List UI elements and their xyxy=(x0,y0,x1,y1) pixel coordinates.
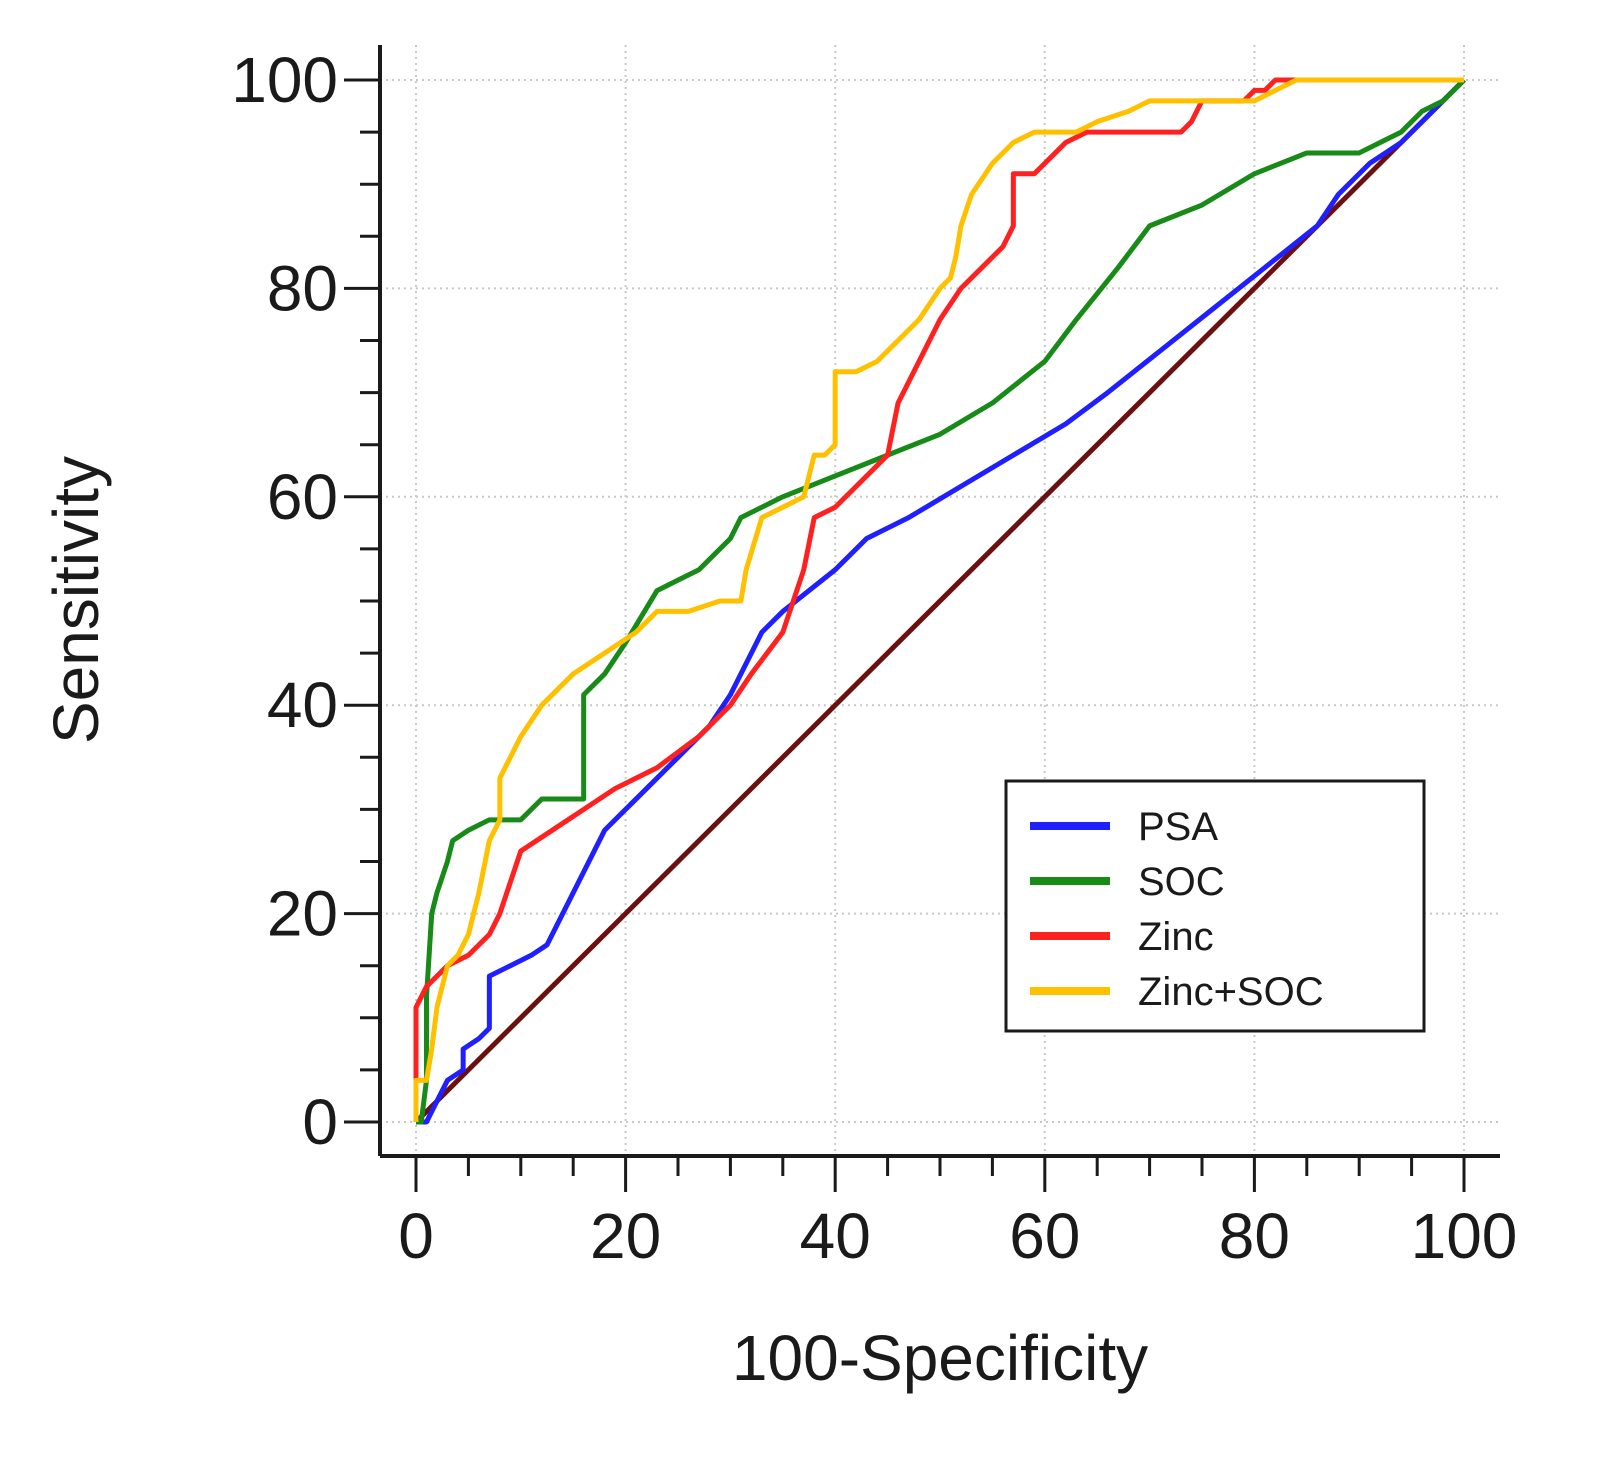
y-minor-ticks xyxy=(344,78,380,1124)
legend-label-zinc: Zinc xyxy=(1138,915,1214,959)
y-tick-label: 100 xyxy=(231,44,338,116)
x-axis-title: 100-Specificity xyxy=(732,1322,1148,1394)
series-line-zinc-soc xyxy=(413,77,1464,1122)
series-layer xyxy=(413,77,1466,1125)
x-tick-labels: 0 20 40 60 80 100 xyxy=(398,1156,1517,1272)
legend-label-zinc-soc: Zinc+SOC xyxy=(1138,970,1324,1014)
y-tick-label: 60 xyxy=(267,461,338,533)
x-tick-label: 40 xyxy=(800,1200,871,1272)
y-tick-label: 40 xyxy=(267,669,338,741)
series-line-psa xyxy=(421,78,1466,1125)
series-line-soc xyxy=(416,78,1466,1125)
legend-label-psa: PSA xyxy=(1138,805,1218,849)
y-tick-label: 0 xyxy=(302,1086,338,1158)
x-tick-label: 20 xyxy=(590,1200,661,1272)
legend: PSA SOC Zinc Zinc+SOC xyxy=(1004,779,1426,1033)
y-axis-title: Sensitivity xyxy=(40,456,112,744)
reference-diagonal-line xyxy=(414,78,1466,1124)
x-tick-label: 60 xyxy=(1009,1200,1080,1272)
y-tick-label: 20 xyxy=(267,878,338,950)
legend-label-soc: SOC xyxy=(1138,860,1225,904)
x-tick-label: 100 xyxy=(1411,1200,1518,1272)
y-tick-label: 80 xyxy=(267,252,338,324)
x-tick-label: 0 xyxy=(398,1200,434,1272)
x-tick-label: 80 xyxy=(1219,1200,1290,1272)
y-tick-labels: 0 20 40 60 80 100 xyxy=(231,44,338,1158)
